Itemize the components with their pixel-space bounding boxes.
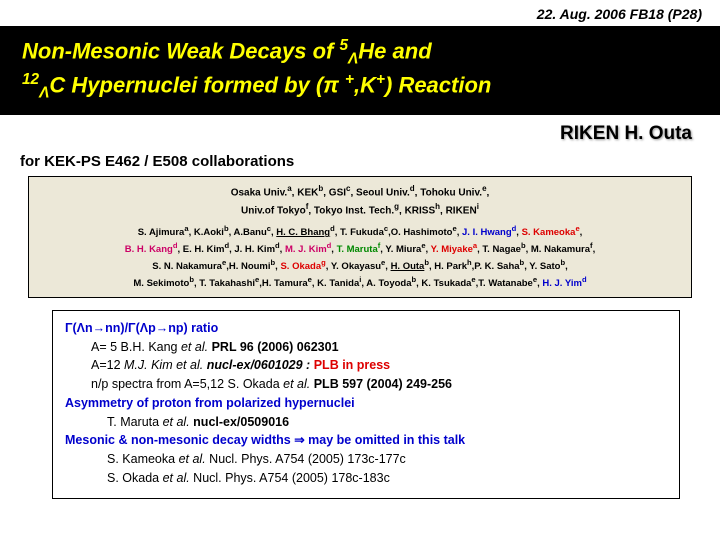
refs-row: S. Okada et al. Nucl. Phys. A754 (2005) … xyxy=(65,469,667,488)
refs-sec2-title: Asymmetry of proton from polarized hyper… xyxy=(65,394,667,413)
refs-sec1-title: Γ(Λn→nn)/Γ(Λp→np) ratio xyxy=(65,319,667,338)
refs-row: T. Maruta et al. nucl-ex/0509016 xyxy=(65,413,667,432)
refs-row: n/p spectra from A=5,12 S. Okada et al. … xyxy=(65,375,667,394)
collaboration-line: for KEK-PS E462 / E508 collaborations xyxy=(0,149,720,176)
refs-row: A= 5 B.H. Kang et al. PRL 96 (2006) 0623… xyxy=(65,338,667,357)
refs-row: A=12 M.J. Kim et al. nucl-ex/0601029 : P… xyxy=(65,356,667,375)
institutions: Osaka Univ.a, KEKb, GSIc, Seoul Univ.d, … xyxy=(39,183,681,219)
title-band: Non-Mesonic Weak Decays of 5ΛHe and12ΛC … xyxy=(0,26,720,115)
author-list: S. Ajimuraa, K.Aokib, A.Banuc, H. C. Bha… xyxy=(39,223,681,291)
references-box: Γ(Λn→nn)/Γ(Λp→np) ratio A= 5 B.H. Kang e… xyxy=(52,310,680,499)
date-line: 22. Aug. 2006 FB18 (P28) xyxy=(0,0,720,26)
presenter-affiliation: RIKEN H. Outa xyxy=(0,115,720,149)
refs-row: S. Kameoka et al. Nucl. Phys. A754 (2005… xyxy=(65,450,667,469)
refs-sec3-title: Mesonic & non-mesonic decay widths ⇒ may… xyxy=(65,431,667,450)
authors-box: Osaka Univ.a, KEKb, GSIc, Seoul Univ.d, … xyxy=(28,176,692,297)
